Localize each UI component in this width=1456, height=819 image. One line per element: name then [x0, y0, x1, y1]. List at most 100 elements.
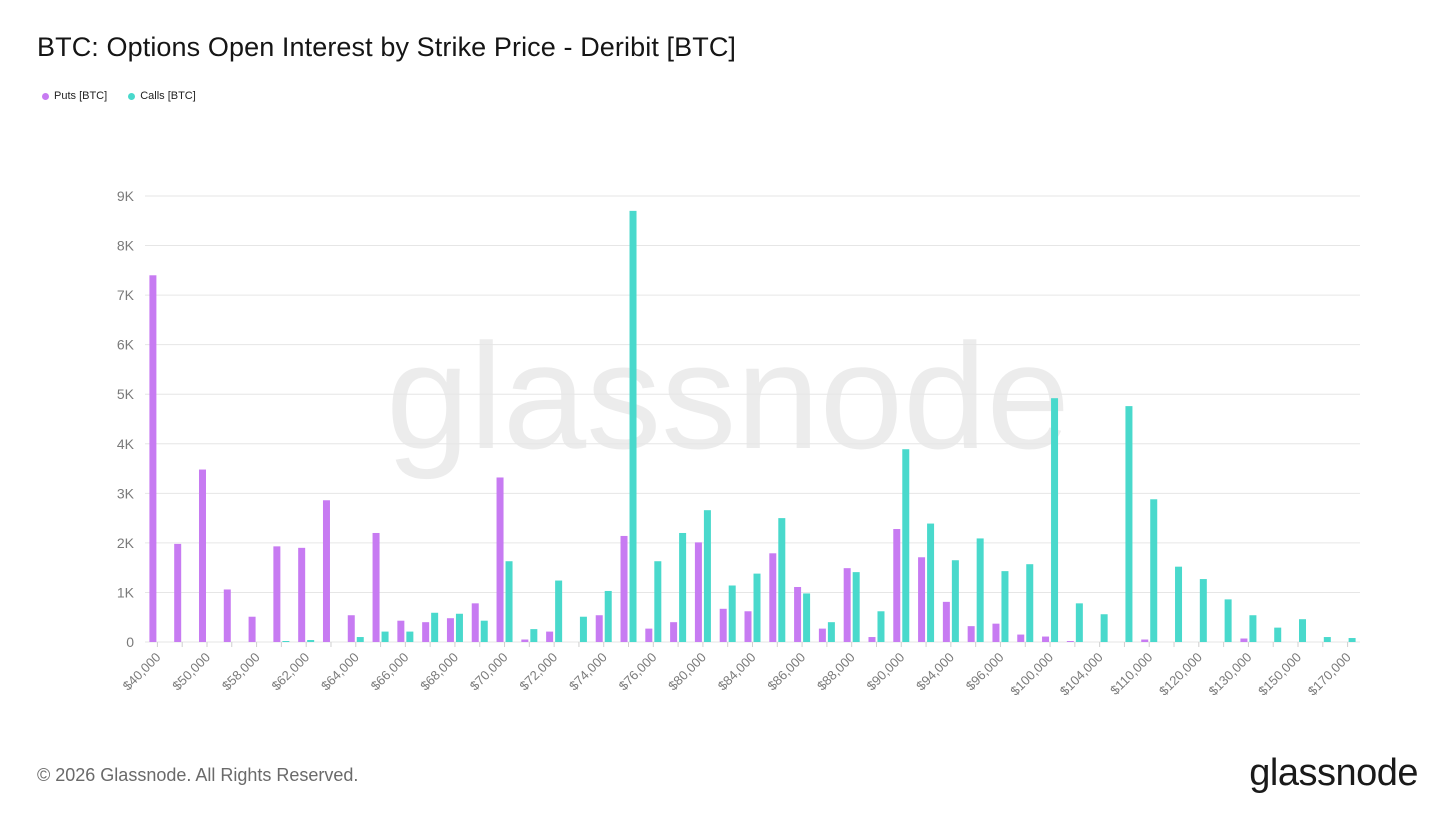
- legend-item-calls[interactable]: Calls [BTC]: [128, 90, 196, 102]
- bar-calls[interactable]: [505, 561, 513, 642]
- bar-puts[interactable]: [620, 535, 628, 642]
- x-tick-label: $70,000: [467, 650, 511, 694]
- bar-calls[interactable]: [604, 590, 612, 642]
- bar-calls[interactable]: [282, 641, 290, 642]
- bar-puts[interactable]: [719, 608, 727, 642]
- bar-puts[interactable]: [372, 532, 380, 642]
- bar-puts[interactable]: [149, 275, 157, 642]
- bar-puts[interactable]: [818, 628, 826, 642]
- bar-calls[interactable]: [679, 532, 687, 642]
- bar-puts[interactable]: [198, 469, 206, 642]
- bar-calls[interactable]: [654, 561, 662, 642]
- bar-puts[interactable]: [422, 622, 430, 642]
- bar-puts[interactable]: [223, 589, 231, 642]
- legend-item-puts[interactable]: Puts [BTC]: [42, 90, 107, 102]
- bar-calls[interactable]: [1026, 564, 1034, 642]
- bar-calls[interactable]: [803, 593, 811, 642]
- x-tick-label: $76,000: [616, 650, 660, 694]
- y-tick-label: 9K: [117, 188, 135, 204]
- x-tick-label: $120,000: [1156, 650, 1205, 699]
- bar-calls[interactable]: [1175, 566, 1183, 642]
- bar-puts[interactable]: [595, 615, 603, 642]
- bar-puts[interactable]: [446, 618, 454, 642]
- bar-calls[interactable]: [381, 631, 389, 642]
- bar-puts[interactable]: [273, 546, 281, 642]
- bar-puts[interactable]: [918, 557, 926, 642]
- bar-calls[interactable]: [431, 612, 439, 642]
- x-tick-label: $86,000: [764, 650, 808, 694]
- bar-puts[interactable]: [1240, 638, 1248, 642]
- bar-calls[interactable]: [877, 611, 885, 642]
- bar-calls[interactable]: [530, 629, 538, 642]
- bar-calls[interactable]: [778, 518, 786, 642]
- bar-calls[interactable]: [1274, 627, 1282, 642]
- bar-calls[interactable]: [480, 620, 488, 642]
- bar-calls[interactable]: [1199, 579, 1207, 642]
- bar-calls[interactable]: [356, 637, 364, 642]
- bar-puts[interactable]: [1042, 636, 1050, 642]
- glassnode-logo[interactable]: glassnode: [1249, 752, 1418, 794]
- bar-puts[interactable]: [1017, 634, 1025, 642]
- bar-calls[interactable]: [753, 573, 761, 642]
- bar-calls[interactable]: [629, 210, 637, 642]
- bar-puts[interactable]: [942, 601, 950, 642]
- bar-calls[interactable]: [1150, 499, 1158, 642]
- bar-puts[interactable]: [992, 623, 1000, 642]
- bar-puts[interactable]: [769, 553, 777, 642]
- bar-calls[interactable]: [455, 613, 463, 642]
- bar-puts[interactable]: [347, 615, 355, 642]
- bar-calls[interactable]: [1075, 603, 1083, 642]
- bar-calls[interactable]: [579, 616, 587, 642]
- bar-puts[interactable]: [1066, 641, 1074, 642]
- bar-calls[interactable]: [555, 580, 563, 642]
- bar-puts[interactable]: [794, 586, 802, 642]
- bar-puts[interactable]: [298, 547, 306, 642]
- bar-puts[interactable]: [397, 620, 405, 642]
- bar-calls[interactable]: [1051, 398, 1059, 642]
- bar-puts[interactable]: [967, 626, 975, 642]
- watermark: glassnode: [386, 312, 1070, 480]
- bar-calls[interactable]: [927, 523, 935, 642]
- bar-calls[interactable]: [1100, 614, 1108, 642]
- bar-calls[interactable]: [827, 622, 835, 642]
- bar-calls[interactable]: [307, 640, 315, 642]
- bar-puts[interactable]: [546, 631, 554, 642]
- footer-copyright: © 2026 Glassnode. All Rights Reserved.: [37, 765, 359, 785]
- bar-calls[interactable]: [1224, 599, 1232, 642]
- bar-calls[interactable]: [1348, 638, 1356, 642]
- bar-calls[interactable]: [976, 538, 984, 642]
- bar-calls[interactable]: [1299, 619, 1307, 642]
- bar-calls[interactable]: [703, 510, 711, 642]
- bar-puts[interactable]: [670, 622, 678, 642]
- bar-puts[interactable]: [174, 543, 182, 642]
- x-tick-label: $96,000: [963, 650, 1007, 694]
- bar-calls[interactable]: [1125, 406, 1133, 642]
- bar-calls[interactable]: [852, 572, 860, 642]
- y-tick-label: 6K: [117, 337, 135, 353]
- bar-calls[interactable]: [1323, 637, 1331, 642]
- bar-calls[interactable]: [902, 449, 910, 642]
- bar-puts[interactable]: [248, 616, 256, 642]
- bar-puts[interactable]: [496, 477, 504, 642]
- x-tick-label: $74,000: [566, 650, 610, 694]
- bar-puts[interactable]: [1141, 639, 1149, 642]
- x-tick-label: $150,000: [1255, 650, 1304, 699]
- bar-calls[interactable]: [406, 631, 414, 642]
- bar-puts[interactable]: [843, 568, 851, 642]
- bar-puts[interactable]: [868, 637, 876, 642]
- bar-puts[interactable]: [744, 611, 752, 642]
- bar-puts[interactable]: [645, 628, 653, 642]
- bar-calls[interactable]: [728, 585, 736, 642]
- bar-puts[interactable]: [322, 500, 330, 642]
- x-tick-label: $90,000: [864, 650, 908, 694]
- bar-calls[interactable]: [951, 560, 959, 642]
- bar-puts[interactable]: [471, 603, 479, 642]
- bar-puts[interactable]: [893, 529, 901, 642]
- x-tick-label: $50,000: [169, 650, 213, 694]
- bar-puts[interactable]: [521, 639, 529, 642]
- bar-calls[interactable]: [1001, 571, 1009, 642]
- bar-puts[interactable]: [694, 542, 702, 642]
- bar-calls[interactable]: [1249, 615, 1257, 642]
- x-tick-label: $88,000: [814, 650, 858, 694]
